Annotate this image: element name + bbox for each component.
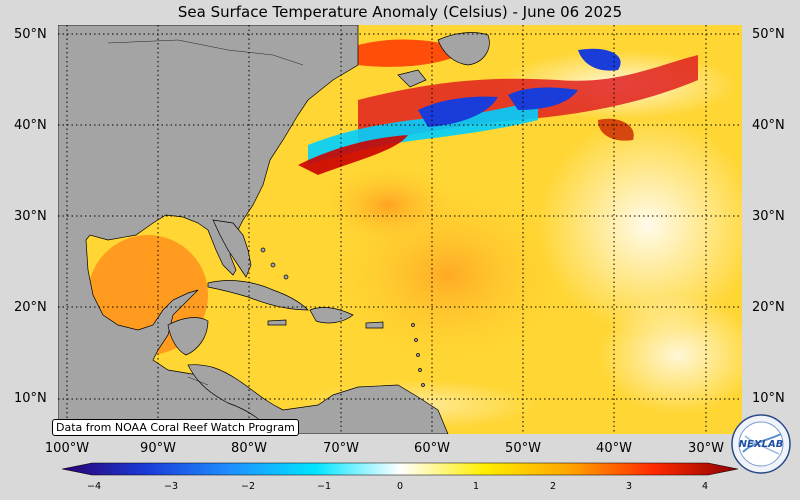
sst-anomaly-map: [58, 25, 742, 434]
colorbar-tick: −3: [163, 481, 178, 492]
graticule: [58, 25, 742, 434]
colorbar-tick: 0: [396, 481, 404, 492]
map-title: Sea Surface Temperature Anomaly (Celsius…: [177, 3, 623, 21]
lat-label-10n-right: 10°N: [752, 391, 785, 406]
lon-label-60w: 60°W: [414, 441, 450, 456]
lon-label-30w: 30°W: [688, 441, 724, 456]
lon-label-100w: 100°W: [44, 441, 90, 456]
lat-label-50n-left: 50°N: [14, 27, 47, 42]
lat-label-20n-left: 20°N: [14, 300, 47, 315]
logo-text: NEXLAB: [739, 439, 784, 450]
lon-label-90w: 90°W: [140, 441, 176, 456]
lat-label-30n-right: 30°N: [752, 209, 785, 224]
lat-label-30n-left: 30°N: [14, 209, 47, 224]
lat-label-10n-left: 10°N: [14, 391, 47, 406]
colorbar-tick: 4: [701, 481, 709, 492]
nexlab-logo: NEXLAB: [731, 414, 791, 474]
lon-label-50w: 50°W: [505, 441, 541, 456]
land: [58, 25, 490, 434]
map-canvas: [58, 25, 742, 434]
colorbar-tick: −1: [316, 481, 331, 492]
lat-label-50n-right: 50°N: [752, 27, 785, 42]
colorbar: [62, 462, 738, 476]
data-credit: Data from NOAA Coral Reef Watch Program: [52, 419, 299, 436]
colorbar-tick: −2: [240, 481, 255, 492]
colorbar-tick: 2: [549, 481, 557, 492]
colorbar-tick: −4: [86, 481, 101, 492]
lon-label-40w: 40°W: [596, 441, 632, 456]
lat-label-40n-left: 40°N: [14, 118, 47, 133]
lat-label-20n-right: 20°N: [752, 300, 785, 315]
lat-label-40n-right: 40°N: [752, 118, 785, 133]
colorbar-tick: 1: [472, 481, 480, 492]
lon-label-70w: 70°W: [323, 441, 359, 456]
lon-label-80w: 80°W: [231, 441, 267, 456]
colorbar-tick: 3: [625, 481, 633, 492]
